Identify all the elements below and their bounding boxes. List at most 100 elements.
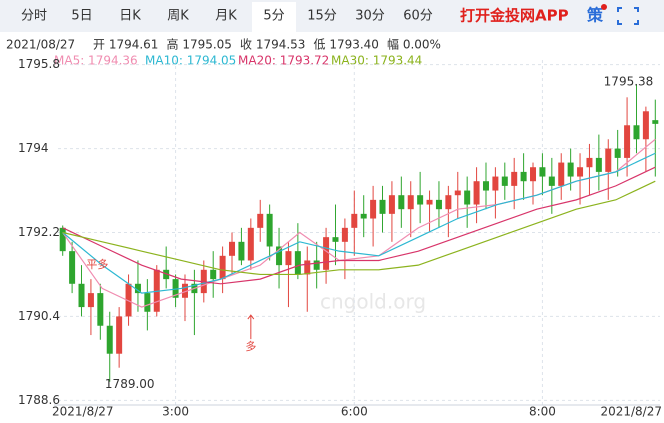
watermark: cngold.org [320,290,426,314]
info-item: 高 1795.05 [167,37,232,52]
x-tick-label: 2021/8/27 [52,405,114,419]
legend-entry: MA10: 1794.05 [145,54,236,68]
candle-body [492,176,499,191]
y-tick-label: 1792.2 [18,225,60,239]
candle-body [229,241,236,256]
candle-body [97,293,104,326]
candle-body [548,176,555,186]
badge [601,4,607,10]
candle-body [501,176,508,186]
candle-body [210,269,217,280]
candle-body [163,269,170,280]
candle-body [624,125,631,158]
tab[interactable]: 月K [215,9,237,24]
tab[interactable]: 5分 [263,9,284,24]
signal: 平多 [86,257,108,271]
tab[interactable]: 日K [119,9,141,24]
candle-body [595,157,602,172]
tab-selected [252,2,296,32]
candle-body [341,227,348,242]
annotation: 1795.38 [604,75,654,89]
candle-body [426,199,433,205]
candle-body [407,195,414,210]
tab-bar [0,0,664,32]
legend-entry: MA5: 1794.36 [54,54,138,68]
candle-body [539,167,546,177]
candle-body [276,246,283,266]
tab[interactable]: 60分 [403,9,433,24]
candle-body [172,279,179,298]
x-tick-label: 3:00 [162,405,189,419]
candle-body [360,213,367,219]
candle-body [219,255,226,280]
strategy-icon[interactable]: 策 [586,6,604,25]
candle-body [144,293,151,312]
candle-body [106,325,113,354]
tab[interactable]: 分时 [21,9,47,24]
candle-body [388,195,395,214]
fullscreen-icon[interactable] [617,7,639,25]
candle-body [59,227,66,252]
y-tick-label: 1795.8 [18,57,60,71]
candle-body [370,199,377,219]
x-tick-label: 6:00 [341,405,368,419]
candle-body [294,251,301,275]
candle-body [69,251,76,284]
candle-body [332,237,339,242]
info-item: 幅 0.00% [387,37,441,52]
candle-body [454,190,461,196]
app-link[interactable]: 打开金投网APP [460,7,569,25]
ma-line [62,166,656,285]
candle-body [116,316,123,354]
x-tick-label: 8:00 [529,405,556,419]
tab[interactable]: 15分 [307,9,337,24]
candle-body [313,260,320,270]
tab[interactable]: 5日 [71,9,92,24]
candle-body [445,195,452,210]
candle-body [323,237,330,270]
annotation: 1789.00 [105,377,155,391]
candle-body [78,283,85,308]
candle-body [435,199,442,210]
y-tick-label: 1794 [18,141,49,155]
tab[interactable]: 30分 [355,9,385,24]
candle-body [125,283,132,317]
info-item: 低 1793.40 [314,38,379,52]
candle-body [577,167,584,177]
tab[interactable]: 周K [167,9,189,24]
candle-body [558,162,565,186]
legend-entry: MA30: 1793.44 [331,54,422,68]
y-tick-label: 1788.6 [18,393,60,407]
candle-body [633,125,640,140]
candle-body [642,111,649,140]
candle-body [238,241,245,261]
candle-body [464,190,471,205]
candle-body [134,283,141,294]
ma-line [62,152,656,294]
candle-body [181,283,188,298]
candle-body [398,195,405,210]
candle-body [511,171,518,186]
candle-body [266,213,273,247]
info-item: 2021/08/27 [6,38,75,52]
signal: 多 [245,339,256,353]
info-item: 收 1794.53 [240,38,305,52]
candle-body [351,213,358,228]
ma-line [62,138,656,308]
candle-body [567,162,574,177]
candle-body [257,213,264,228]
candle-body [605,148,612,172]
candle-body [586,157,593,168]
candle-body [379,199,386,214]
candle-body [473,181,480,205]
candle-body [285,251,292,266]
signal-arrow [247,314,255,340]
candle-body [652,120,659,124]
candle-body [520,171,527,182]
legend-entry: MA20: 1793.72 [238,54,329,68]
candle-body [247,227,254,261]
candle-body [304,260,311,275]
candle-body [417,195,424,205]
x-tick-label: 2021/8/27 [600,405,662,419]
